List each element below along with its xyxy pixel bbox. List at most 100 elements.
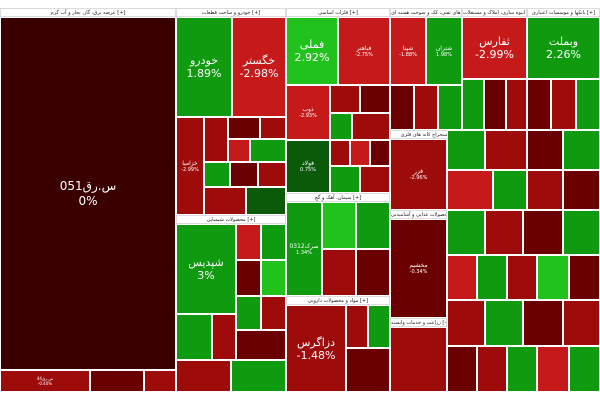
- stock-symbol: س.رق44: [36, 376, 54, 381]
- stock-tile: [462, 79, 484, 130]
- stock-tile[interactable]: مخشیم -0.34%: [390, 219, 447, 318]
- stock-tile[interactable]: وبملت 2.26%: [527, 17, 600, 79]
- stock-tile[interactable]: خزامیا -2.99%: [176, 117, 204, 215]
- stock-symbol: خگستر: [242, 54, 276, 67]
- stock-tile: [507, 255, 537, 300]
- stock-tile: [322, 202, 356, 249]
- stock-tile: [569, 255, 600, 300]
- stock-tile[interactable]: شپدیس 3%: [176, 224, 236, 314]
- stock-change: -2.99%: [181, 166, 199, 173]
- stock-tile[interactable]: فملی 2.92%: [286, 17, 338, 85]
- stock-tile[interactable]: خگستر -2.98%: [232, 17, 286, 117]
- stock-tile: [236, 224, 261, 260]
- stock-symbol: س.رق051: [59, 178, 117, 193]
- stock-tile: [350, 140, 370, 166]
- sector-header-chemicals[interactable]: محصولات شیمیایی [+]: [176, 215, 286, 224]
- stock-tile: [236, 260, 261, 296]
- stock-symbol: ثفارس: [479, 35, 510, 48]
- stock-tile: [563, 130, 600, 170]
- stock-tile: [352, 113, 390, 140]
- sector-header-farming[interactable]: زراعت و خدمات وابسته [+]: [390, 318, 447, 327]
- stock-tile: [330, 85, 360, 113]
- stock-tile: [447, 300, 485, 346]
- stock-tile: [260, 117, 286, 139]
- stock-tile: [204, 117, 228, 162]
- stock-symbol: فباهنر: [356, 44, 372, 52]
- stock-tile: [330, 113, 352, 140]
- stock-tile: [390, 85, 414, 130]
- stock-symbol: فملی: [299, 38, 325, 51]
- stock-change: -0.40%: [37, 381, 53, 386]
- stock-tile: [563, 210, 600, 255]
- stock-change: 0.75%: [300, 167, 316, 173]
- sector-header-banks[interactable]: بانکها و موسسات اعتباری [+]: [527, 8, 600, 17]
- stock-symbol: فزر: [413, 168, 424, 175]
- sector-header-metals[interactable]: فلزات اساسی [+]: [286, 8, 390, 17]
- stock-tile[interactable]: فباهنر -2.75%: [338, 17, 390, 85]
- stock-change: 1.34%: [296, 249, 312, 256]
- stock-tile[interactable]: س.رق44 -0.40%: [0, 370, 90, 392]
- sector-header-cement[interactable]: سیمان، آهک و گچ [+]: [286, 193, 390, 202]
- sector-header-utilities[interactable]: عرضه برق، گاز، بخار و آب گرم [+]: [0, 8, 176, 17]
- stock-tile: [356, 249, 390, 296]
- stock-tile: [258, 162, 286, 187]
- stock-change: 1.98%: [436, 51, 452, 58]
- stock-change: 2.92%: [294, 51, 330, 64]
- stock-tile: [90, 370, 144, 392]
- stock-tile[interactable]: خودرو 1.89%: [176, 17, 232, 117]
- stock-tile[interactable]: فزر -2.96%: [390, 139, 447, 210]
- stock-tile: [144, 370, 176, 392]
- stock-tile[interactable]: س.رق051 0%: [0, 17, 176, 370]
- sector-header-auto[interactable]: خودرو و ساخت قطعات [+]: [176, 8, 286, 17]
- stock-tile: [230, 162, 258, 187]
- stock-tile: [330, 166, 360, 193]
- stock-change: 3%: [197, 269, 215, 282]
- stock-tile: [447, 170, 493, 210]
- stock-tile: [537, 255, 569, 300]
- stock-tile: [346, 348, 390, 392]
- stock-change: -2.93%: [299, 113, 317, 119]
- stock-change: 1.89%: [186, 67, 222, 80]
- stock-tile[interactable]: شپنا -1.88%: [390, 17, 426, 85]
- stock-tile: [563, 300, 600, 346]
- stock-tile: [527, 79, 551, 130]
- stock-tile: [261, 260, 286, 296]
- stock-tile: [212, 314, 236, 360]
- stock-tile: [569, 346, 600, 392]
- stock-tile[interactable]: ثفارس -2.99%: [462, 17, 527, 79]
- sector-header-oil[interactable]: فراورده های نفتی، کک و سوخت هسته ای [+]: [390, 8, 462, 17]
- stock-tile: [360, 85, 390, 113]
- stock-tile[interactable]: دزاگرس -1.48%: [286, 305, 346, 392]
- stock-tile: [576, 79, 600, 130]
- stock-symbol: شتران: [435, 44, 453, 52]
- stock-tile: [261, 224, 286, 260]
- stock-tile: [527, 170, 563, 210]
- stock-tile[interactable]: فولاد 0.75%: [286, 140, 330, 193]
- stock-change: -2.99%: [475, 48, 514, 61]
- stock-tile: [261, 296, 286, 330]
- stock-tile: [322, 249, 356, 296]
- stock-tile: [447, 130, 485, 170]
- stock-tile: [370, 140, 390, 166]
- stock-symbol: شپنا: [402, 44, 414, 52]
- stock-change: -1.48%: [296, 348, 336, 362]
- stock-tile: [414, 85, 438, 130]
- stock-tile: [523, 300, 563, 346]
- stock-tile: [477, 255, 507, 300]
- stock-tile[interactable]: ذوب -2.93%: [286, 85, 330, 140]
- stock-tile: [477, 346, 507, 392]
- sector-header-pharma[interactable]: مواد و محصولات دارویی [+]: [286, 296, 390, 305]
- sector-header-food[interactable]: محصولات غذایی و آشامیدنی [+]: [390, 210, 447, 219]
- stock-symbol: صرک0312: [289, 242, 319, 250]
- stock-symbol: وبملت: [548, 35, 579, 48]
- stock-symbol: خزامیا: [182, 159, 198, 167]
- stock-tile: [447, 346, 477, 392]
- sector-header-realestate[interactable]: انبوه سازی، املاک و مستغلات [+]: [462, 8, 527, 17]
- stock-tile[interactable]: صرک0312 1.34%: [286, 202, 322, 296]
- stock-tile: [346, 305, 368, 348]
- stock-tile[interactable]: شتران 1.98%: [426, 17, 462, 85]
- stock-tile: [551, 79, 576, 130]
- stock-change: -2.98%: [239, 67, 279, 80]
- stock-tile: [330, 140, 350, 166]
